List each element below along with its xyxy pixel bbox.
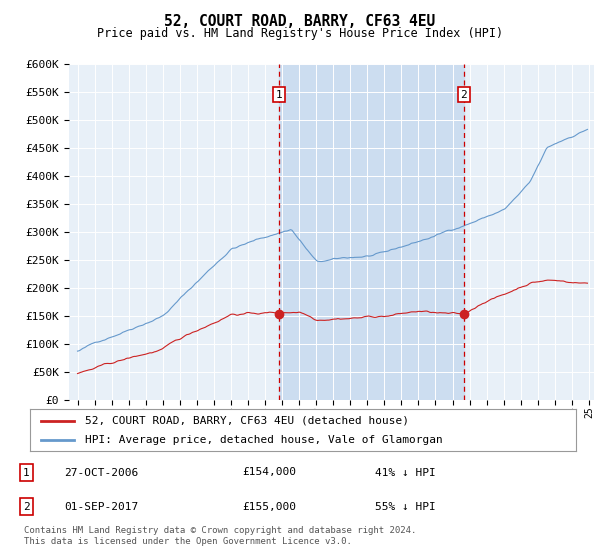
Text: 1: 1 [276, 90, 283, 100]
Text: 2: 2 [23, 502, 30, 512]
Text: 01-SEP-2017: 01-SEP-2017 [64, 502, 138, 512]
Text: £155,000: £155,000 [242, 502, 296, 512]
Text: HPI: Average price, detached house, Vale of Glamorgan: HPI: Average price, detached house, Vale… [85, 435, 442, 445]
Text: 52, COURT ROAD, BARRY, CF63 4EU (detached house): 52, COURT ROAD, BARRY, CF63 4EU (detache… [85, 416, 409, 426]
Text: Contains HM Land Registry data © Crown copyright and database right 2024.
This d: Contains HM Land Registry data © Crown c… [24, 526, 416, 546]
Text: 1: 1 [23, 468, 30, 478]
Text: 27-OCT-2006: 27-OCT-2006 [64, 468, 138, 478]
Text: 2: 2 [461, 90, 467, 100]
Text: 52, COURT ROAD, BARRY, CF63 4EU: 52, COURT ROAD, BARRY, CF63 4EU [164, 14, 436, 29]
Text: 55% ↓ HPI: 55% ↓ HPI [375, 502, 436, 512]
Text: £154,000: £154,000 [242, 468, 296, 478]
Bar [279, 64, 464, 400]
Text: Price paid vs. HM Land Registry's House Price Index (HPI): Price paid vs. HM Land Registry's House … [97, 27, 503, 40]
Text: 41% ↓ HPI: 41% ↓ HPI [375, 468, 436, 478]
